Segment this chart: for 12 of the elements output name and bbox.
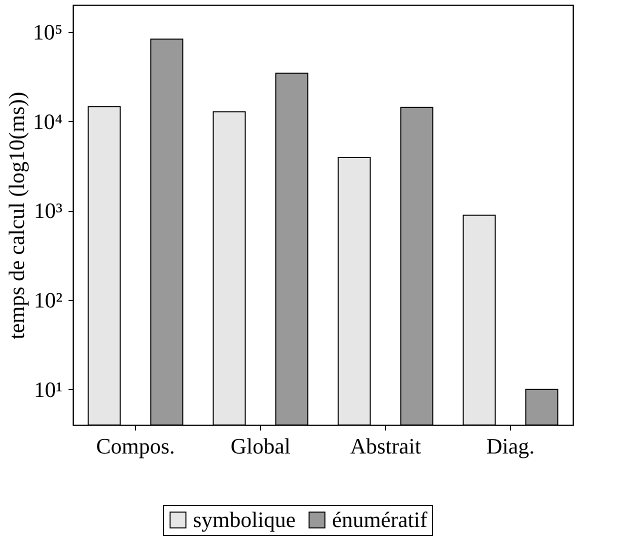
x-tick-label: Diag. <box>486 434 535 458</box>
legend-label: énumératif <box>332 507 428 532</box>
y-axis-title: temps de calcul (log10(ms)) <box>4 92 29 340</box>
y-tick-label: 10⁴ <box>32 108 63 134</box>
y-tick-label: 10⁵ <box>32 19 62 44</box>
y-tick-label: 10³ <box>34 198 63 224</box>
y-tick-label: 10² <box>34 288 63 313</box>
x-tick-label: Abstrait <box>350 434 421 458</box>
x-tick-label: Compos. <box>96 434 175 458</box>
y-tick-label: 10¹ <box>34 376 62 402</box>
legend-label: symbolique <box>193 507 296 532</box>
x-tick-label: Global <box>230 434 290 458</box>
